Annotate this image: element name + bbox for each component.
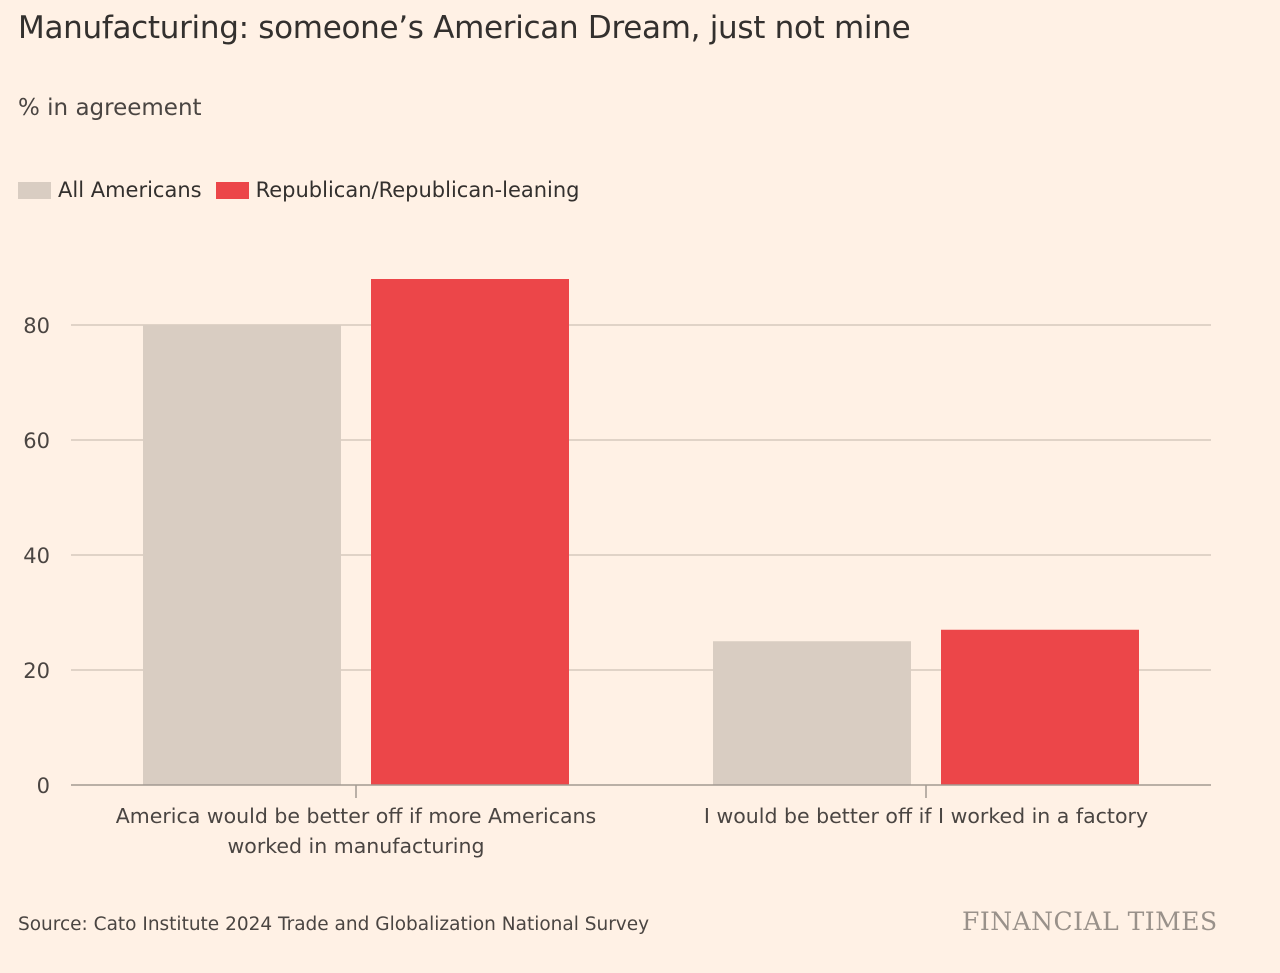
- chart-subtitle: % in agreement: [18, 95, 202, 121]
- bar: [713, 641, 911, 785]
- legend-swatch-republican: [215, 181, 249, 199]
- y-tick-label: 0: [37, 774, 50, 798]
- bar: [143, 325, 341, 785]
- x-category-label: I would be better off if I worked in a f…: [704, 804, 1148, 828]
- legend: All Americans Republican/Republican-lean…: [18, 178, 594, 202]
- legend-item-republican: Republican/Republican-leaning: [215, 178, 580, 202]
- x-category-label: America would be better off if more Amer…: [116, 804, 596, 828]
- ft-logo: FINANCIAL TIMES: [962, 907, 1218, 936]
- source-note: Source: Cato Institute 2024 Trade and Gl…: [18, 914, 650, 935]
- y-tick-label: 40: [23, 544, 50, 568]
- legend-item-all-americans: All Americans: [18, 178, 202, 202]
- y-tick-label: 20: [23, 659, 50, 683]
- legend-label-all-americans: All Americans: [58, 178, 202, 202]
- bar: [941, 629, 1139, 785]
- legend-label-republican: Republican/Republican-leaning: [255, 178, 580, 202]
- x-category-label: worked in manufacturing: [228, 834, 485, 858]
- y-tick-label: 80: [23, 314, 50, 338]
- chart-title: Manufacturing: someone’s American Dream,…: [18, 10, 911, 46]
- legend-swatch-all-americans: [18, 181, 51, 199]
- bar: [371, 279, 569, 785]
- y-tick-label: 60: [23, 429, 50, 453]
